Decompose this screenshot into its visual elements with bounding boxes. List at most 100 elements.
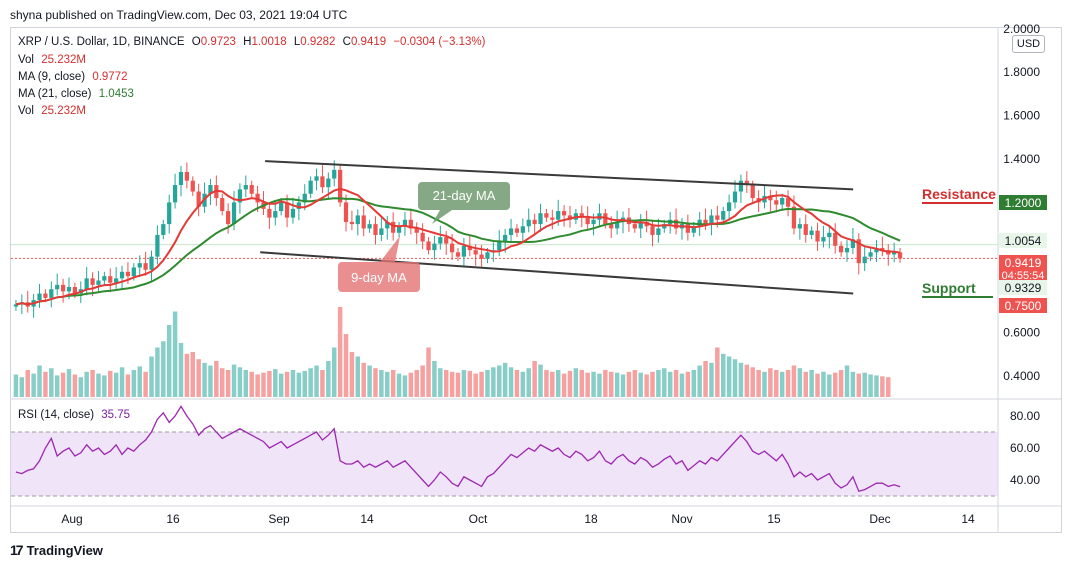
volume-bar bbox=[208, 365, 213, 397]
rsi-label: RSI (14, close) bbox=[18, 409, 95, 421]
candle-body bbox=[414, 228, 419, 233]
time-tick-label: 14 bbox=[961, 512, 975, 526]
volume-bar bbox=[54, 375, 60, 397]
candle-body bbox=[326, 178, 331, 188]
ma9-callout-box bbox=[338, 262, 420, 292]
volume-bar bbox=[632, 370, 638, 397]
time-tick-label: Aug bbox=[61, 512, 82, 526]
candle-body bbox=[508, 228, 514, 235]
candle-body bbox=[102, 276, 107, 281]
candle-body bbox=[155, 234, 160, 257]
volume-bar bbox=[573, 368, 579, 397]
volume-bar bbox=[656, 370, 661, 397]
vol2-label: Vol bbox=[18, 105, 34, 117]
candle-body bbox=[308, 180, 313, 194]
volume-bar bbox=[544, 370, 549, 397]
tradingview-logo[interactable]: 17 TradingView bbox=[10, 542, 103, 558]
volume-bar bbox=[72, 374, 78, 397]
volume-bar bbox=[827, 374, 832, 397]
volume-bar bbox=[155, 347, 160, 397]
volume-bar bbox=[113, 372, 119, 397]
candle-body bbox=[196, 191, 201, 207]
volume-bar bbox=[791, 365, 797, 397]
volume-bar bbox=[832, 372, 838, 397]
ma21-label: MA (21, close) bbox=[18, 88, 92, 100]
candle-body bbox=[119, 271, 125, 279]
low-label: L bbox=[293, 36, 301, 48]
volume-bar bbox=[125, 374, 131, 397]
candle-body bbox=[37, 293, 42, 301]
candle-body bbox=[296, 202, 301, 209]
volume-bar bbox=[178, 343, 184, 397]
candle-body bbox=[538, 213, 543, 225]
candle-body bbox=[208, 185, 213, 194]
ma21-value: 1.0453 bbox=[98, 88, 134, 100]
candle-body bbox=[273, 211, 278, 218]
candle-body bbox=[13, 304, 19, 307]
candle-body bbox=[544, 213, 549, 218]
volume-bar bbox=[96, 373, 101, 397]
vol-label: Vol bbox=[18, 54, 34, 66]
candle-body bbox=[131, 267, 136, 277]
candle-body bbox=[249, 185, 254, 194]
volume-bar bbox=[202, 362, 207, 397]
volume-bar bbox=[184, 353, 190, 397]
volume-bar bbox=[314, 365, 319, 397]
volume-bar bbox=[662, 368, 667, 397]
price-label-text: 0.9419 bbox=[1005, 256, 1042, 270]
volume-bar bbox=[414, 370, 419, 397]
candle-body bbox=[396, 226, 402, 233]
candle-body bbox=[279, 202, 284, 212]
volume-bar bbox=[467, 370, 473, 397]
candle-body bbox=[715, 215, 720, 220]
time-tick-label: 18 bbox=[584, 512, 598, 526]
price-tick-label: 1.4000 bbox=[1003, 152, 1040, 166]
price-label-box bbox=[999, 280, 1047, 295]
time-tick-label: 15 bbox=[767, 512, 781, 526]
candle-body bbox=[231, 202, 237, 225]
candle-body bbox=[220, 198, 225, 212]
candle-body bbox=[314, 176, 319, 181]
candle-body bbox=[561, 211, 567, 216]
candle-body bbox=[897, 252, 903, 259]
candle-body bbox=[673, 219, 679, 229]
candle-body bbox=[385, 221, 390, 229]
ma21-callout-pointer bbox=[432, 210, 452, 224]
volume-bar bbox=[273, 369, 278, 397]
volume-bar bbox=[108, 370, 113, 397]
volume-bar bbox=[585, 372, 590, 397]
volume-bar bbox=[249, 371, 254, 397]
volume-bar bbox=[296, 372, 302, 397]
volume-bar bbox=[614, 372, 620, 397]
volume-bar bbox=[196, 359, 201, 397]
rsi-tick-label: 60.00 bbox=[1010, 441, 1040, 455]
candle-body bbox=[184, 172, 189, 181]
candle-body bbox=[514, 228, 520, 233]
published-by: shyna published on TradingView.com, Dec … bbox=[10, 8, 348, 22]
volume-bar bbox=[13, 374, 19, 397]
candle-body bbox=[420, 232, 425, 242]
legend-rsi: RSI (14, close) 35.75 bbox=[18, 409, 130, 421]
candle-body bbox=[579, 213, 584, 218]
volume-bar bbox=[685, 371, 691, 397]
candle-body bbox=[609, 224, 614, 229]
volume-bar bbox=[591, 371, 596, 397]
currency-button[interactable]: USD bbox=[1012, 35, 1045, 53]
legend-ma9: MA (9, close) 0.9772 bbox=[18, 71, 128, 83]
volume-bar bbox=[420, 365, 425, 397]
channel-upper-line bbox=[265, 160, 854, 191]
volume-bar bbox=[479, 371, 484, 397]
volume-bar bbox=[225, 370, 231, 397]
volume-bar bbox=[255, 374, 260, 397]
candle-body bbox=[821, 237, 826, 242]
candle-body bbox=[43, 293, 48, 298]
volume-bar bbox=[461, 370, 467, 397]
candle-body bbox=[768, 195, 773, 201]
volume-bar bbox=[373, 368, 378, 397]
candle-body bbox=[332, 169, 337, 179]
candle-body bbox=[49, 289, 54, 298]
candle-body bbox=[167, 202, 172, 225]
volume-bar bbox=[43, 371, 48, 397]
candle-body bbox=[479, 254, 484, 259]
